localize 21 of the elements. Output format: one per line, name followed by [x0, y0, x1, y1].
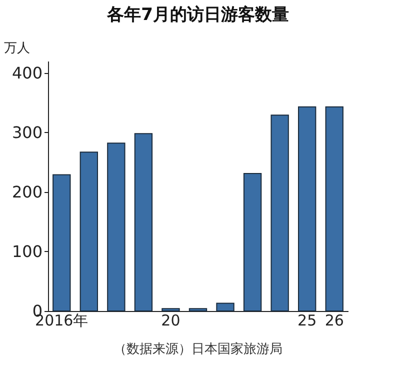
- bar: [107, 142, 126, 312]
- text: （数据来源）日本国家旅游局: [114, 341, 282, 357]
- bar: [188, 308, 208, 312]
- bar: [162, 308, 180, 312]
- y-tick-label: 100: [12, 242, 42, 261]
- y-tick-label: 200: [12, 182, 42, 202]
- x-tick-label: 26: [324, 312, 344, 330]
- bar: [80, 152, 98, 312]
- bar: [216, 302, 234, 312]
- y-tick-label: 300: [12, 122, 42, 142]
- x-tick-label: 20: [161, 312, 180, 330]
- y-tick-label: 400: [12, 63, 42, 82]
- bar: [270, 114, 289, 312]
- x-tick-label: 25: [298, 312, 317, 330]
- bar: [134, 133, 153, 312]
- bar: [325, 106, 344, 312]
- y-axis-title: 万人: [4, 41, 30, 56]
- bar: [243, 173, 262, 312]
- chart-title: 各年7月的访日游客数量: [106, 5, 289, 25]
- bar: [298, 106, 316, 312]
- bar: [52, 174, 71, 312]
